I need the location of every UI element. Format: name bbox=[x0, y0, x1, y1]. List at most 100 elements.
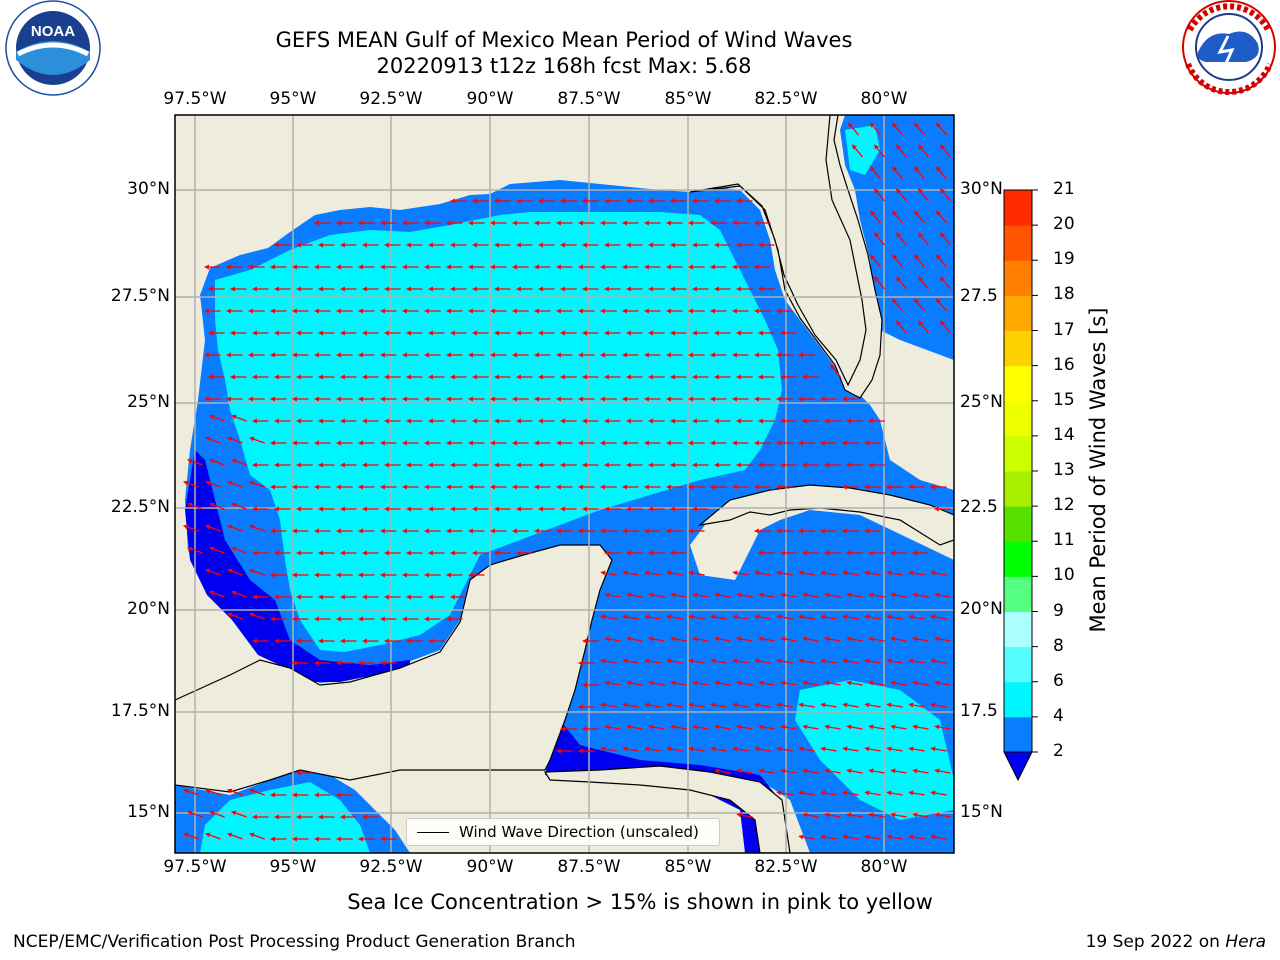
colorbar-segment bbox=[1004, 190, 1032, 226]
wind-wave-arrow-head bbox=[248, 308, 253, 314]
wind-wave-arrow-head bbox=[446, 440, 451, 446]
wind-wave-arrow-head bbox=[710, 264, 715, 270]
wind-wave-arrow-head bbox=[798, 528, 803, 534]
wind-wave-arrow-head bbox=[252, 550, 257, 556]
lon-tick-bottom: 90°W bbox=[466, 857, 514, 877]
wind-wave-arrow-head bbox=[914, 254, 919, 260]
wind-wave-arrow-head bbox=[710, 484, 715, 490]
wind-wave-arrow-head bbox=[648, 724, 654, 730]
wind-wave-arrow-head bbox=[666, 264, 671, 270]
wind-wave-arrow-head bbox=[824, 812, 830, 818]
wind-wave-arrow-head bbox=[582, 330, 587, 336]
wind-wave-arrow-head bbox=[402, 352, 407, 358]
wind-wave-arrow-head bbox=[736, 198, 741, 204]
wind-wave-arrow-head bbox=[780, 550, 785, 556]
wind-wave-arrow-head bbox=[424, 572, 429, 578]
wind-wave-arrow-head bbox=[516, 198, 521, 204]
wind-wave-arrow-head bbox=[205, 832, 211, 838]
wind-wave-arrow-head bbox=[516, 242, 521, 248]
wind-wave-arrow-head bbox=[292, 308, 297, 314]
wind-wave-arrow-head bbox=[604, 506, 609, 512]
wind-wave-arrow-head bbox=[472, 374, 477, 380]
colorbar-tick-label: 13 bbox=[1053, 460, 1075, 480]
colorbar-segment bbox=[1004, 681, 1032, 718]
wind-wave-arrow-head bbox=[336, 220, 341, 226]
wind-wave-arrow-head bbox=[358, 264, 363, 270]
wind-wave-arrow-head bbox=[666, 746, 672, 752]
wind-wave-arrow-head bbox=[296, 814, 301, 820]
wind-wave-arrow-head bbox=[227, 436, 233, 442]
lon-tick-top: 90°W bbox=[466, 89, 514, 109]
wind-wave-arrow-head bbox=[802, 768, 808, 774]
wind-wave-arrow-head bbox=[578, 484, 583, 490]
gulf-interior-zone bbox=[215, 212, 782, 652]
chart-title: GEFS MEAN Gulf of Mexico Mean Period of … bbox=[275, 28, 853, 52]
central-america bbox=[543, 765, 791, 853]
wind-wave-arrow-head bbox=[896, 320, 901, 326]
wind-wave-arrow-head bbox=[340, 286, 345, 292]
wind-wave-arrow-head bbox=[314, 836, 319, 842]
footer-date-text: 19 Sep 2022 on bbox=[1085, 932, 1226, 952]
wind-wave-arrow-head bbox=[622, 440, 627, 446]
wind-wave-arrow-head bbox=[892, 122, 897, 128]
wind-wave-arrow-head bbox=[802, 680, 808, 686]
wind-wave-arrow-head bbox=[688, 614, 694, 620]
wind-wave-arrow-head bbox=[626, 242, 631, 248]
wind-wave-arrow-head bbox=[560, 418, 565, 424]
wind-wave-arrow-head bbox=[512, 264, 517, 270]
lon-tick-bottom: 92.5°W bbox=[359, 857, 423, 877]
footer-date: 19 Sep 2022 on Hera bbox=[1086, 932, 1266, 952]
legend-label: Wind Wave Direction (unscaled) bbox=[459, 823, 699, 841]
wind-wave-arrow-head bbox=[626, 418, 631, 424]
wind-wave-arrow-head bbox=[450, 198, 455, 204]
wind-wave-arrow-head bbox=[714, 198, 719, 204]
wind-wave-arrow-head bbox=[648, 506, 653, 512]
sea-ice-note: Sea Ice Concentration > 15% is shown in … bbox=[347, 890, 933, 914]
wind-wave-arrow-head bbox=[908, 614, 914, 620]
wind-wave-arrow-head bbox=[648, 636, 654, 642]
wind-wave-arrow-head bbox=[626, 550, 631, 556]
wind-wave-arrow-head bbox=[604, 418, 609, 424]
wind-wave-arrow-head bbox=[424, 352, 429, 358]
wind-wave-arrow-head bbox=[380, 352, 385, 358]
wind-wave-arrow-head bbox=[798, 352, 803, 358]
wind-wave-arrow-head bbox=[600, 658, 606, 664]
wind-wave-arrow-head bbox=[318, 814, 323, 820]
wind-wave-arrow-head bbox=[292, 440, 297, 446]
wind-wave-arrow-head bbox=[204, 396, 209, 402]
wind-wave-arrow-head bbox=[538, 198, 543, 204]
wind-wave-arrow-head bbox=[428, 550, 433, 556]
wind-wave-arrow-head bbox=[692, 198, 697, 204]
wind-wave-arrow-head bbox=[886, 746, 892, 752]
wind-wave-arrow-head bbox=[648, 198, 653, 204]
wind-wave-arrow-head bbox=[274, 814, 279, 820]
wind-wave-arrow-head bbox=[227, 568, 233, 574]
wind-wave-arrow-head bbox=[292, 264, 297, 270]
wind-wave-arrow-head bbox=[516, 330, 521, 336]
wind-wave-arrow-head bbox=[842, 658, 848, 664]
wind-wave-arrow-head bbox=[274, 374, 279, 380]
colorbar-tick-label: 15 bbox=[1053, 389, 1075, 410]
wind-wave-arrow-head bbox=[512, 440, 517, 446]
wind-wave-arrow-head bbox=[380, 572, 385, 578]
lat-tick-left: 25°N bbox=[127, 392, 170, 412]
wind-wave-arrow-head bbox=[336, 836, 341, 842]
wind-wave-arrow-head bbox=[688, 440, 693, 446]
wind-wave-arrow-head bbox=[670, 550, 675, 556]
wind-wave-arrow-head bbox=[406, 594, 411, 600]
wind-wave-arrow-head bbox=[714, 374, 719, 380]
wind-wave-arrow-head bbox=[358, 572, 363, 578]
wind-wave-arrow-head bbox=[406, 418, 411, 424]
wind-wave-arrow-head bbox=[336, 484, 341, 490]
wind-wave-arrow-head bbox=[736, 374, 741, 380]
wind-wave-arrow-head bbox=[908, 790, 914, 796]
wind-wave-arrow-head bbox=[450, 286, 455, 292]
wind-wave-arrow-head bbox=[446, 572, 451, 578]
atlantic-water-zone bbox=[840, 115, 954, 360]
wind-wave-arrow-head bbox=[384, 286, 389, 292]
wind-wave-arrow-head bbox=[864, 790, 870, 796]
wind-wave-arrow-head bbox=[318, 242, 323, 248]
wind-wave-arrow-head bbox=[714, 636, 720, 642]
wind-wave-arrow-head bbox=[848, 122, 853, 128]
wind-wave-arrow-head bbox=[940, 232, 945, 238]
